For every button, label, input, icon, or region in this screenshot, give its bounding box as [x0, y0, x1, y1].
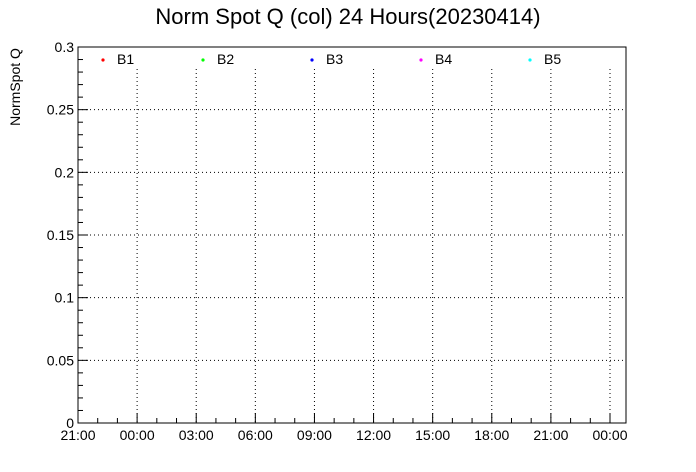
legend-item-b1: B1 [101, 51, 134, 67]
legend-item-b2: B2 [201, 51, 234, 67]
x-tick-label: 00:00 [592, 427, 627, 443]
legend-label-b2: B2 [217, 51, 234, 67]
legend: B1 B2 B3 B4 B5 [101, 51, 561, 67]
x-tick-label: 06:00 [238, 427, 273, 443]
x-tick-label: 09:00 [297, 427, 332, 443]
y-tick-label: 0.15 [47, 227, 74, 243]
x-tick-label: 21:00 [60, 427, 95, 443]
legend-item-b3: B3 [310, 51, 343, 67]
legend-label-b1: B1 [117, 51, 134, 67]
x-tick-label: 12:00 [356, 427, 391, 443]
legend-marker-b4 [419, 58, 423, 62]
y-tick-label: 0.2 [55, 164, 75, 180]
y-tick-label: 0.05 [47, 352, 74, 368]
legend-label-b4: B4 [435, 51, 452, 67]
legend-item-b5: B5 [528, 51, 561, 67]
legend-item-b4: B4 [419, 51, 452, 67]
legend-marker-b3 [310, 58, 314, 62]
x-tick-label: 15:00 [415, 427, 450, 443]
y-tick-label: 0.25 [47, 102, 74, 118]
legend-label-b5: B5 [544, 51, 561, 67]
x-tick-label: 03:00 [179, 427, 214, 443]
grid-layer [78, 69, 626, 423]
legend-marker-b5 [528, 58, 532, 62]
x-tick-label: 18:00 [474, 427, 509, 443]
legend-marker-b1 [101, 58, 105, 62]
y-tick-label: 0.1 [55, 290, 75, 306]
legend-label-b3: B3 [326, 51, 343, 67]
legend-marker-b2 [201, 58, 205, 62]
x-tick-label: 00:00 [120, 427, 155, 443]
plot-frame [77, 46, 627, 424]
y-tick-label: 0 [66, 415, 74, 431]
x-tick-label: 21:00 [533, 427, 568, 443]
chart-title: Norm Spot Q (col) 24 Hours(20230414) [155, 4, 540, 29]
y-axis-label: NormSpot Q [7, 48, 23, 126]
y-tick-label: 0.3 [55, 39, 75, 55]
axis-layer: 0 0.05 0.1 0.15 0.2 0.25 0.3 21:00 00:00 03:00 06:… [47, 39, 628, 443]
